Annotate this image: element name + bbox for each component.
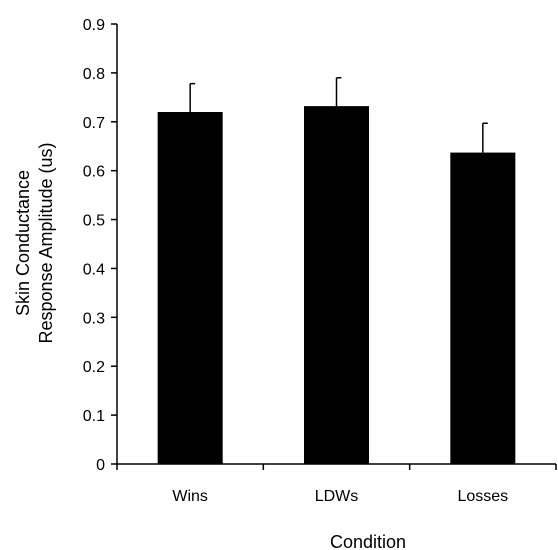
bars-group — [157, 106, 516, 465]
category-labels-group: Wins LDWs Losses — [172, 488, 508, 505]
error-bars-group — [189, 77, 488, 153]
axes-group — [116, 24, 556, 465]
y-tick-label: 0.2 — [83, 359, 105, 376]
y-tick-label: 0.5 — [83, 213, 105, 230]
y-tick-label: 0.9 — [83, 17, 105, 34]
y-tick-label: 0.3 — [83, 310, 105, 327]
y-axis-title-line-1: Skin Conductance — [13, 170, 33, 316]
category-label-ldws: LDWs — [315, 488, 359, 505]
bar-wins — [157, 112, 223, 464]
y-tick-label: 0.4 — [83, 261, 105, 278]
y-tick-label: 0 — [96, 457, 105, 474]
bar-ldws — [304, 106, 369, 464]
x-axis-title: Condition — [330, 532, 406, 550]
bar-losses — [450, 152, 516, 465]
y-tick-label: 0.6 — [83, 164, 105, 181]
y-tick-label: 0.8 — [83, 66, 105, 83]
x-ticks-group — [116, 464, 557, 470]
category-label-losses: Losses — [457, 488, 508, 505]
category-label-wins: Wins — [172, 488, 208, 505]
y-ticks-group: 0 0.1 0.2 0.3 0.4 0.5 0.6 0.7 0.8 0.9 — [83, 17, 117, 474]
y-tick-label: 0.7 — [83, 115, 105, 132]
y-tick-label: 0.1 — [83, 408, 105, 425]
y-axis-title-line-2: Response Amplitude (us) — [36, 142, 56, 343]
y-axis-title: Skin Conductance Response Amplitude (us) — [13, 142, 56, 343]
